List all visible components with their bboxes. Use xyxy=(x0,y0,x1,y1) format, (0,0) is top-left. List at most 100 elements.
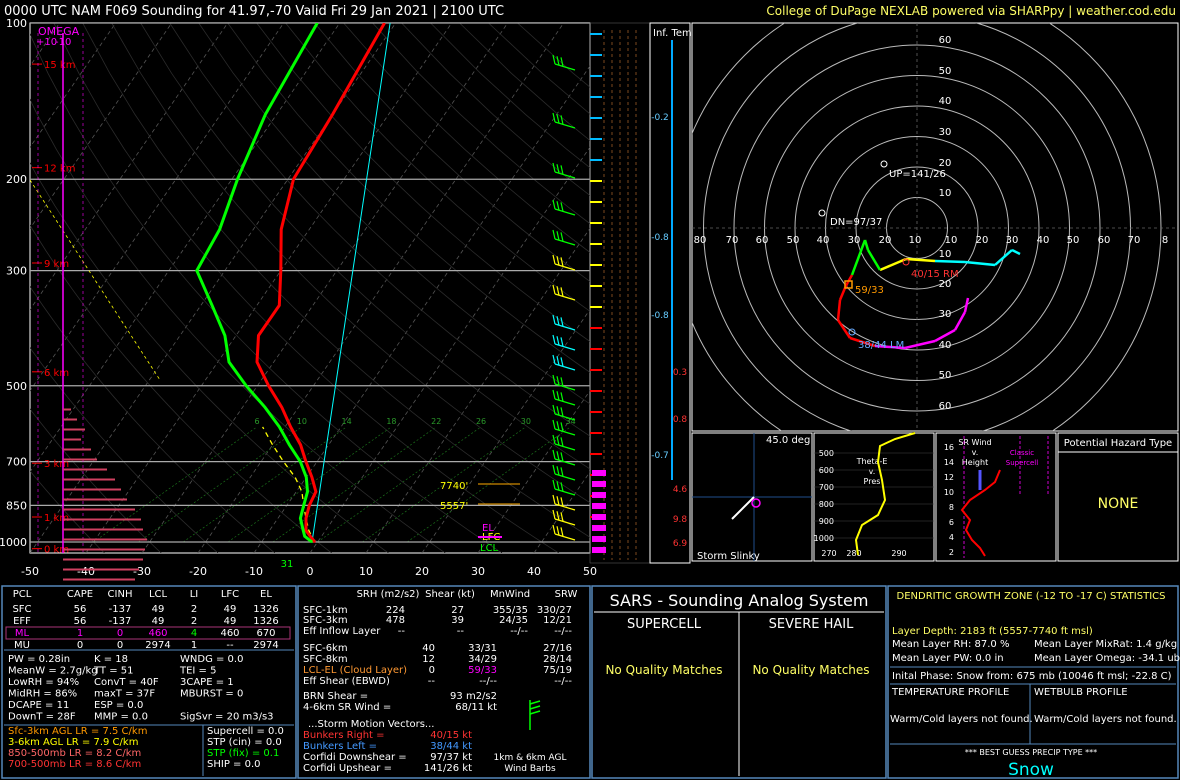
isotherm xyxy=(197,23,565,553)
motion-value: 97/37 kt xyxy=(430,752,472,763)
slinky-circle xyxy=(751,498,761,508)
thetae-pres-tick: 700 xyxy=(819,483,834,492)
wind-barb-flag xyxy=(552,334,556,345)
temperature-point xyxy=(315,490,317,493)
sars-title: SARS - Sounding Analog System xyxy=(610,591,869,610)
mixing-ratio-label: 22 xyxy=(431,417,441,426)
wind-barb-flag xyxy=(552,389,556,400)
temp-tick-label: 50 xyxy=(583,565,597,578)
parcel-cell: 49 xyxy=(224,616,237,627)
srwind-h-tick: 8 xyxy=(949,503,954,512)
dewpoint-point xyxy=(218,228,221,231)
index-value: WNDG = 0.0 xyxy=(180,654,243,665)
index-value: maxT = 37F xyxy=(94,689,155,700)
wind-barb-flag xyxy=(556,421,560,431)
wind-barb-flag xyxy=(560,202,564,212)
dgz-rh: Mean Layer RH: 87.0 % xyxy=(892,639,1009,650)
isotherm xyxy=(477,389,590,553)
kin-cell: --/-- xyxy=(479,676,497,687)
hodo-x-label: 60 xyxy=(756,235,769,246)
mixing-ratio-label: 6 xyxy=(254,417,259,426)
motion-value: 141/26 kt xyxy=(424,763,472,774)
kin-cell: 330/27 xyxy=(537,605,572,616)
slinky-vector xyxy=(731,496,755,520)
dry-adiabat xyxy=(285,23,590,312)
thetae-x-tick: 280 xyxy=(846,549,861,558)
temperature-point xyxy=(280,228,283,231)
kin-row-label: Eff Inflow Layer xyxy=(303,626,381,637)
wind-barb-flag xyxy=(556,164,560,174)
hodo-x-label: 10 xyxy=(945,235,958,246)
lapse-ref xyxy=(30,179,161,381)
parcel-cell: 56 xyxy=(74,604,87,615)
parcel-cell: 2 xyxy=(191,616,197,627)
wind-barb-flag xyxy=(552,162,556,173)
el-marker: EL xyxy=(482,523,494,534)
sr46-label: 4-6km SR Wind = xyxy=(303,702,391,713)
wind-barb-flag xyxy=(560,357,564,367)
kin-header: SRW xyxy=(555,589,578,600)
inferred-temp-tick: -0.2 xyxy=(651,113,669,123)
hodo-segment xyxy=(836,299,842,321)
mixing-ratio-label: 30 xyxy=(521,417,531,426)
temperature-point xyxy=(280,269,282,272)
pressure-label: 500 xyxy=(6,380,27,393)
kin-cell: 59/33 xyxy=(468,665,497,676)
mini-barb-flag xyxy=(529,705,541,710)
dewpoint-point xyxy=(196,269,198,272)
parcel-cell: 49 xyxy=(152,604,165,615)
dewpoint-trace xyxy=(195,23,319,544)
srwind-h-tick: 14 xyxy=(944,458,954,467)
index-value: ESP = 0.0 xyxy=(94,700,143,711)
dewpoint-point xyxy=(245,385,247,387)
low-level-bar xyxy=(592,514,606,520)
temperature-point xyxy=(256,361,258,363)
thetae-x-tick: 290 xyxy=(891,549,906,558)
hodo-ring-label: 20 xyxy=(939,279,952,290)
dewpoint-point xyxy=(264,113,267,116)
omega-tick: +10 xyxy=(36,37,57,48)
low-level-bar xyxy=(592,470,606,476)
dgz-depth: Layer Depth: 2183 ft (5557-7740 ft msl) xyxy=(892,626,1093,637)
upshear-marker xyxy=(880,160,888,168)
index-value: ConvT = 40F xyxy=(94,677,159,688)
temperature-point xyxy=(281,406,283,409)
wind-barb-flag xyxy=(552,419,556,430)
dewpoint-point xyxy=(236,178,239,180)
index-value: TEI = 5 xyxy=(179,666,216,677)
height-label: 0 km xyxy=(44,545,69,556)
dewpoint-point xyxy=(316,23,319,24)
wind-barb-staff xyxy=(554,343,576,351)
temperature-point xyxy=(299,444,302,446)
parcel-header: LCL xyxy=(149,589,168,600)
temperature-point xyxy=(331,113,334,116)
kin-cell: 478 xyxy=(386,615,405,626)
parcel-header: EL xyxy=(260,589,272,600)
wind-barb-flag xyxy=(552,509,556,520)
wind-barb-flag xyxy=(552,464,556,475)
hodo-x-label: 20 xyxy=(879,235,892,246)
dgz-mix: Mean Layer MixRat: 1.4 g/kg xyxy=(1034,639,1177,650)
index-value: DCAPE = 11 xyxy=(8,700,69,711)
sars-hail-val: No Quality Matches xyxy=(752,663,869,677)
hodo-ring-label: 40 xyxy=(939,96,952,107)
wind-barb-flag xyxy=(556,496,560,506)
composite-index: SHIP = 0.0 xyxy=(207,759,261,770)
srwind-trace xyxy=(960,469,1001,557)
wind-barb-flag xyxy=(556,436,560,446)
wind-barb-flag xyxy=(560,527,564,537)
index-value: TT = 51 xyxy=(93,666,134,677)
kin-cell: 27/16 xyxy=(543,643,572,654)
inferred-temp-tick: -0.7 xyxy=(651,451,669,461)
srwind-h-tick: 12 xyxy=(944,473,954,482)
parcel-cell: 0 xyxy=(117,628,123,639)
mixing-ratio-line xyxy=(227,426,392,543)
dewpoint-point xyxy=(211,304,213,307)
thetae-x-tick: 270 xyxy=(821,549,836,558)
hodo-ring-label: 60 xyxy=(939,401,952,412)
parcel-cell: MU xyxy=(14,640,30,651)
isotherm xyxy=(0,23,4,553)
wind-barb-flag xyxy=(556,286,560,296)
isotherm xyxy=(309,146,590,553)
parcel-cell: 670 xyxy=(256,628,275,639)
